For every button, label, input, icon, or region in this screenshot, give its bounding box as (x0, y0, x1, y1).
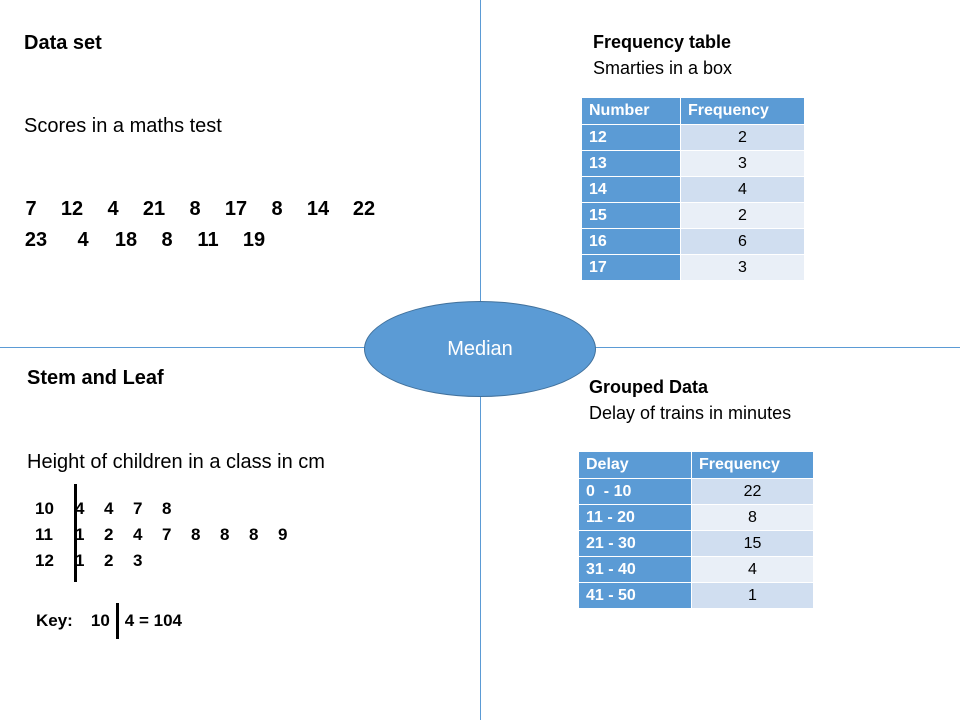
row-key: 41 - 50 (578, 582, 692, 609)
table-row: 0 - 10 22 (578, 478, 814, 505)
row-key: 17 (581, 254, 681, 281)
row-value: 15 (691, 530, 814, 557)
frequency-table-title: Frequency table (593, 32, 732, 52)
table-row: 14 4 (581, 176, 805, 203)
row-value: 4 (691, 556, 814, 583)
row-key: 16 (581, 228, 681, 255)
leaf-value: 2 (104, 525, 114, 544)
table-row: 21 - 30 15 (578, 530, 814, 557)
column-header: Delay (578, 451, 692, 479)
data-set-title: Data set (24, 32, 102, 54)
stem-value: 12 (35, 551, 54, 570)
grouped-data-title: Grouped Data (589, 377, 709, 397)
leaf-value: 4 (104, 499, 114, 518)
leaf-value: 8 (220, 525, 230, 544)
row-value: 8 (691, 504, 814, 531)
data-value: 12 (60, 198, 84, 220)
leaf-value: 4 (133, 525, 143, 544)
data-value: 4 (107, 198, 119, 220)
stem-value: 10 (35, 499, 54, 518)
table-row: 15 2 (581, 202, 805, 229)
row-value: 4 (680, 176, 805, 203)
row-key: 15 (581, 202, 681, 229)
table-row: 41 - 50 1 (578, 582, 814, 609)
column-header: Number (581, 97, 681, 125)
leaf-value: 8 (162, 499, 172, 518)
stem-leaf-title: Stem and Leaf (27, 367, 164, 389)
row-key: 31 - 40 (578, 556, 692, 583)
stem-leaf-key: Key: 10 4 = 104 (36, 603, 182, 639)
stem-leaf-plot: 10 4 4 7 8 11 1 2 4 7 8 8 8 9 12 1 2 3 (35, 496, 307, 574)
frequency-table-subtitle: Smarties in a box (593, 58, 733, 78)
data-value: 23 (24, 229, 48, 251)
row-value: 3 (680, 150, 805, 177)
row-key: 21 - 30 (578, 530, 692, 557)
data-value: 11 (197, 229, 219, 251)
data-value: 19 (242, 229, 266, 251)
leaf-value: 7 (162, 525, 172, 544)
data-set-row-2: 23 4 18 8 11 19 (24, 229, 266, 252)
table-row: 11 - 20 8 (578, 504, 814, 531)
data-value: 17 (224, 198, 248, 220)
data-value: 18 (114, 229, 138, 251)
row-value: 1 (691, 582, 814, 609)
leaf-value: 8 (191, 525, 201, 544)
stem-value: 11 (35, 525, 53, 544)
table-row: 31 - 40 4 (578, 556, 814, 583)
frequency-table: Number Frequency 12 2 13 3 14 4 15 2 16 6 17 3 (581, 97, 805, 281)
leaf-value: 7 (133, 499, 143, 518)
key-label: Key: (36, 611, 73, 630)
row-key: 13 (581, 150, 681, 177)
data-set-subtitle: Scores in a maths test (24, 115, 222, 137)
row-key: 11 - 20 (578, 504, 692, 531)
leaf-value: 8 (249, 525, 259, 544)
table-row: 12 2 (581, 124, 805, 151)
leaf-value: 3 (133, 551, 143, 570)
table-header-row: Number Frequency (581, 97, 805, 125)
grouped-data-table: Delay Frequency 0 - 10 22 11 - 20 8 21 - 3… (578, 451, 814, 609)
data-set-row-1: 7 12 4 21 8 17 8 14 22 (24, 198, 376, 221)
leaf-value: 4 (75, 499, 85, 518)
data-value: 21 (142, 198, 166, 220)
table-row: 16 6 (581, 228, 805, 255)
stem-row: 11 1 2 4 7 8 8 8 9 (35, 522, 307, 548)
row-value: 22 (691, 478, 814, 505)
key-stem: 10 (90, 611, 110, 630)
row-key: 14 (581, 176, 681, 203)
row-value: 2 (680, 124, 805, 151)
row-key: 0 - 10 (578, 478, 692, 505)
key-leaf-result: 4 = 104 (124, 611, 182, 630)
leaf-value: 1 (75, 525, 85, 544)
column-header: Frequency (680, 97, 805, 125)
data-value: 8 (189, 198, 201, 220)
row-value: 3 (680, 254, 805, 281)
table-row: 13 3 (581, 150, 805, 177)
leaf-value: 2 (104, 551, 114, 570)
table-row: 17 3 (581, 254, 805, 281)
data-value: 7 (25, 198, 37, 220)
grouped-data-subtitle: Delay of trains in minutes (589, 403, 792, 423)
leaf-value: 9 (278, 525, 288, 544)
stem-row: 12 1 2 3 (35, 548, 307, 574)
stem-row: 10 4 4 7 8 (35, 496, 307, 522)
table-header-row: Delay Frequency (578, 451, 814, 479)
median-ellipse: Median (364, 301, 596, 397)
row-value: 6 (680, 228, 805, 255)
leaf-value: 1 (75, 551, 85, 570)
data-value: 14 (306, 198, 330, 220)
data-value: 22 (352, 198, 376, 220)
median-label: Median (447, 337, 513, 360)
data-value: 4 (77, 229, 89, 251)
stem-leaf-subtitle: Height of children in a class in cm (27, 451, 325, 473)
row-value: 2 (680, 202, 805, 229)
data-value: 8 (271, 198, 283, 220)
key-divider (115, 603, 119, 639)
data-value: 8 (161, 229, 173, 251)
row-key: 12 (581, 124, 681, 151)
stem-divider (74, 484, 77, 582)
column-header: Frequency (691, 451, 814, 479)
